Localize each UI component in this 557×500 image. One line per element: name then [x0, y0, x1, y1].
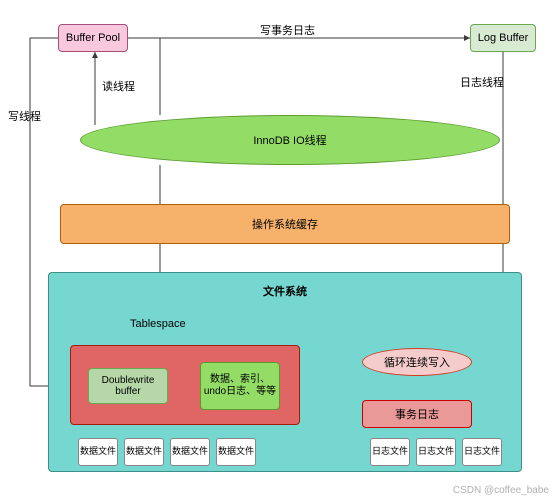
os-cache-label: 操作系统缓存	[252, 216, 318, 232]
filesystem-label: 文件系统	[263, 283, 307, 299]
doublewrite-node: Doublewrite buffer	[88, 368, 168, 404]
loop-write-node: 循环连续写入	[362, 348, 472, 376]
watermark: CSDN @coffee_babe	[453, 485, 549, 496]
doublewrite-label: Doublewrite buffer	[89, 375, 167, 397]
io-thread-label: InnoDB IO线程	[253, 132, 326, 148]
log-buffer-node: Log Buffer	[470, 24, 536, 52]
edge-label-write-txn: 写事务日志	[260, 22, 315, 38]
file-item: 数据文件	[124, 438, 164, 466]
file-item: 日志文件	[462, 438, 502, 466]
file-item: 数据文件	[78, 438, 118, 466]
edge-label-write-thread: 写线程	[8, 108, 41, 124]
file-item: 数据文件	[170, 438, 210, 466]
data-files-group: 数据文件数据文件数据文件数据文件	[78, 438, 256, 466]
txn-log-node: 事务日志	[362, 400, 472, 428]
file-item: 数据文件	[216, 438, 256, 466]
loop-write-label: 循环连续写入	[384, 354, 450, 370]
edge-label-log-thread: 日志线程	[460, 74, 504, 90]
buffer-pool-label: Buffer Pool	[66, 32, 120, 44]
txn-log-label: 事务日志	[395, 406, 439, 422]
edge-label-tablespace: Tablespace	[130, 318, 186, 330]
buffer-pool-node: Buffer Pool	[58, 24, 128, 52]
edge-label-read-thread: 读线程	[102, 78, 135, 94]
data-node-label: 数据、索引、undo日志、等等	[203, 374, 277, 398]
data-node: 数据、索引、undo日志、等等	[200, 362, 280, 410]
os-cache-node: 操作系统缓存	[60, 204, 510, 244]
file-item: 日志文件	[370, 438, 410, 466]
log-buffer-label: Log Buffer	[478, 32, 529, 44]
io-thread-node: InnoDB IO线程	[80, 115, 500, 165]
file-item: 日志文件	[416, 438, 456, 466]
log-files-group: 日志文件日志文件日志文件	[370, 438, 502, 466]
